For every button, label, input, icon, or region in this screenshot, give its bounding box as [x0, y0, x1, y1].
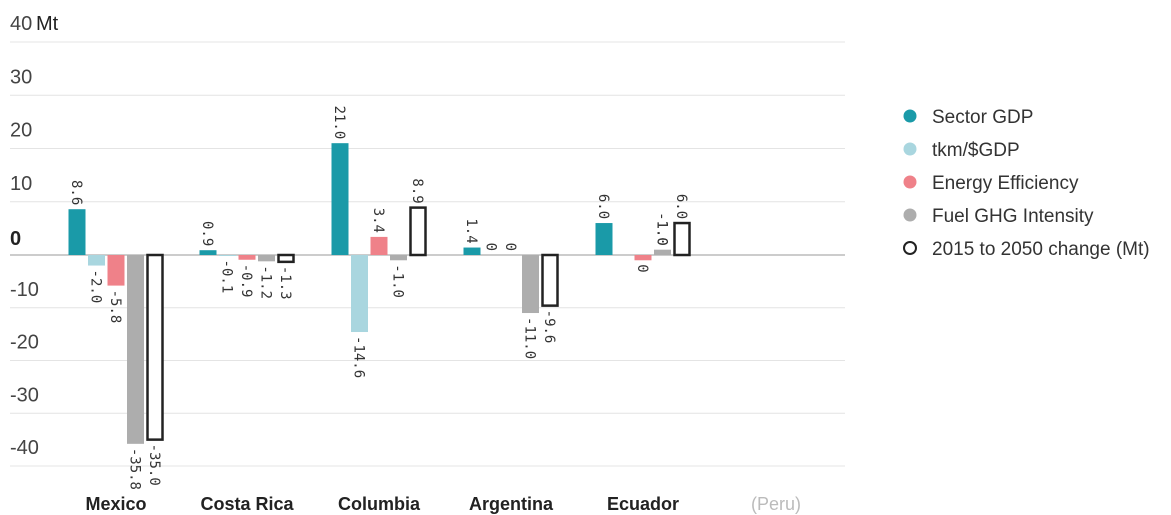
bar-energy-efficiency-ecuador	[634, 255, 652, 261]
bar-sector-gdp-costa-rica	[199, 250, 217, 255]
bar-fuel-ghg-intensity-ecuador	[654, 249, 671, 255]
bars	[68, 143, 691, 444]
y-tick-label: 20	[10, 120, 32, 142]
y-tick-label: -40	[10, 437, 39, 459]
data-label: -0.9	[238, 264, 254, 298]
bar-sector-gdp-ecuador	[595, 223, 613, 255]
legend-marker	[903, 175, 917, 189]
data-label: -35.0	[146, 444, 162, 486]
legend-label: 2015 to 2050 change (Mt)	[932, 239, 1150, 260]
y-axis: 40 30 20 10 0 -10 -20 -30 -40 Mt	[10, 13, 59, 459]
data-label: -1.0	[654, 212, 670, 246]
bar-2015-to-2050-change-mt-columbia	[409, 206, 427, 257]
bar-sector-gdp-columbia	[331, 143, 349, 255]
bar-fuel-ghg-intensity-costa-rica	[258, 255, 275, 262]
data-label: 21.0	[331, 106, 347, 140]
x-category-label: Ecuador	[607, 494, 679, 514]
data-label: -5.8	[107, 290, 123, 324]
data-label: 0	[634, 264, 650, 272]
data-label: 3.4	[370, 208, 386, 233]
data-label: -1.2	[258, 265, 274, 299]
data-label: 0	[502, 243, 518, 251]
bar-2015-to-2050-change-mt-ecuador	[673, 221, 691, 257]
x-category-label: Costa Rica	[200, 494, 294, 514]
bar-tkm-gdp-mexico	[88, 255, 105, 266]
x-category-label: (Peru)	[751, 494, 801, 514]
x-category-label: Mexico	[85, 494, 146, 514]
data-label: 8.6	[68, 180, 84, 205]
data-label: 0.9	[199, 221, 215, 246]
data-label: -1.0	[390, 264, 406, 298]
data-label: -35.8	[127, 448, 143, 490]
data-labels: 8.6 0.9 21.0 1.4 6.0 -2.0 -0.1 -14.6 0 -5.8 -0.9 3.…	[68, 106, 689, 490]
bar-sector-gdp-argentina	[463, 247, 481, 255]
y-tick-label: 30	[10, 66, 32, 88]
data-label: 6.0	[673, 194, 689, 219]
legend-label: Sector GDP	[932, 107, 1033, 128]
y-unit-label: Mt	[36, 13, 59, 35]
legend-label: Energy Efficiency	[932, 173, 1079, 194]
bar-tkm-gdp-columbia	[351, 255, 368, 333]
data-label: -2.0	[88, 270, 104, 304]
y-tick-label: 0	[10, 228, 21, 250]
legend-label: Fuel GHG Intensity	[932, 206, 1094, 227]
legend-marker	[903, 241, 917, 255]
legend-marker	[903, 109, 917, 123]
data-label: 1.4	[463, 218, 479, 243]
data-label: 0	[483, 243, 499, 251]
y-tick-label: -30	[10, 384, 39, 406]
x-category-label: Argentina	[469, 494, 554, 514]
legend-marker	[903, 142, 917, 156]
data-label: -14.6	[351, 336, 367, 378]
data-label: 8.9	[409, 178, 425, 203]
data-label: -0.1	[219, 260, 235, 294]
bar-2015-to-2050-change-mt-costa-rica	[277, 253, 295, 264]
legend: Sector GDP tkm/$GDP Energy Efficiency Fuel …	[903, 107, 1150, 260]
legend-marker	[903, 208, 917, 222]
bar-energy-efficiency-mexico	[107, 255, 125, 286]
bar-2015-to-2050-change-mt-mexico	[146, 253, 164, 441]
bar-fuel-ghg-intensity-mexico	[127, 255, 144, 444]
data-label: -1.3	[277, 266, 293, 300]
bar-energy-efficiency-costa-rica	[238, 255, 256, 260]
x-category-label: Columbia	[338, 494, 421, 514]
bar-tkm-gdp-costa-rica	[219, 255, 236, 256]
y-tick-label: 10	[10, 173, 32, 195]
data-label: 1.0	[654, 220, 670, 245]
y-tick-label: 40	[10, 13, 32, 35]
bar-sector-gdp-mexico	[68, 209, 86, 255]
data-label: -11.0	[522, 317, 538, 359]
data-label: 6.0	[595, 194, 611, 219]
bar-fuel-ghg-intensity-columbia	[390, 255, 407, 261]
bar-energy-efficiency-columbia	[370, 236, 388, 255]
legend-label: tkm/$GDP	[932, 140, 1020, 161]
y-tick-label: -10	[10, 279, 39, 301]
x-axis: Mexico Costa Rica Columbia Argentina Ecuador…	[85, 494, 801, 514]
data-label: -9.6	[541, 310, 557, 344]
bar-fuel-ghg-intensity-argentina	[522, 255, 539, 314]
bar-2015-to-2050-change-mt-argentina	[541, 253, 559, 307]
y-tick-label: -20	[10, 332, 39, 354]
